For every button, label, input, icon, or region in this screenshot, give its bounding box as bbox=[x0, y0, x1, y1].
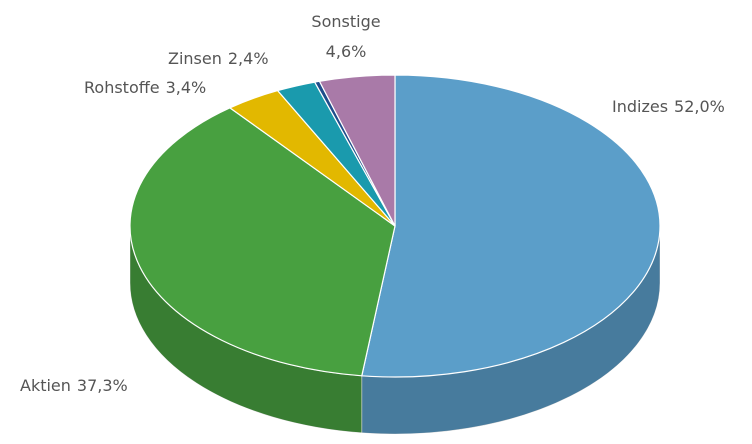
label-name: Sonstige bbox=[311, 12, 380, 31]
label-value: 4,6% bbox=[326, 42, 367, 61]
side-shade bbox=[130, 226, 362, 433]
label-name: Rohstoffe bbox=[84, 78, 160, 97]
slice-label: Rohstoffe 3,4% bbox=[84, 78, 206, 97]
side-shade bbox=[361, 226, 660, 434]
label-name: Zinsen bbox=[168, 49, 222, 68]
slice-label: Indizes 52,0% bbox=[612, 97, 725, 116]
slice bbox=[129, 107, 396, 377]
label-value: 2,4% bbox=[228, 49, 269, 68]
slice bbox=[361, 74, 661, 378]
slice-label: Sonstige 4,6% bbox=[311, 12, 380, 61]
slice-label: Aktien 37,3% bbox=[20, 376, 128, 395]
label-name: Aktien bbox=[20, 376, 71, 395]
label-value: 3,4% bbox=[166, 78, 207, 97]
slice bbox=[318, 74, 396, 227]
slice-label: Zinsen 2,4% bbox=[168, 49, 269, 68]
label-name: Indizes bbox=[612, 97, 668, 116]
label-value: 52,0% bbox=[674, 97, 725, 116]
label-value: 37,3% bbox=[77, 376, 128, 395]
